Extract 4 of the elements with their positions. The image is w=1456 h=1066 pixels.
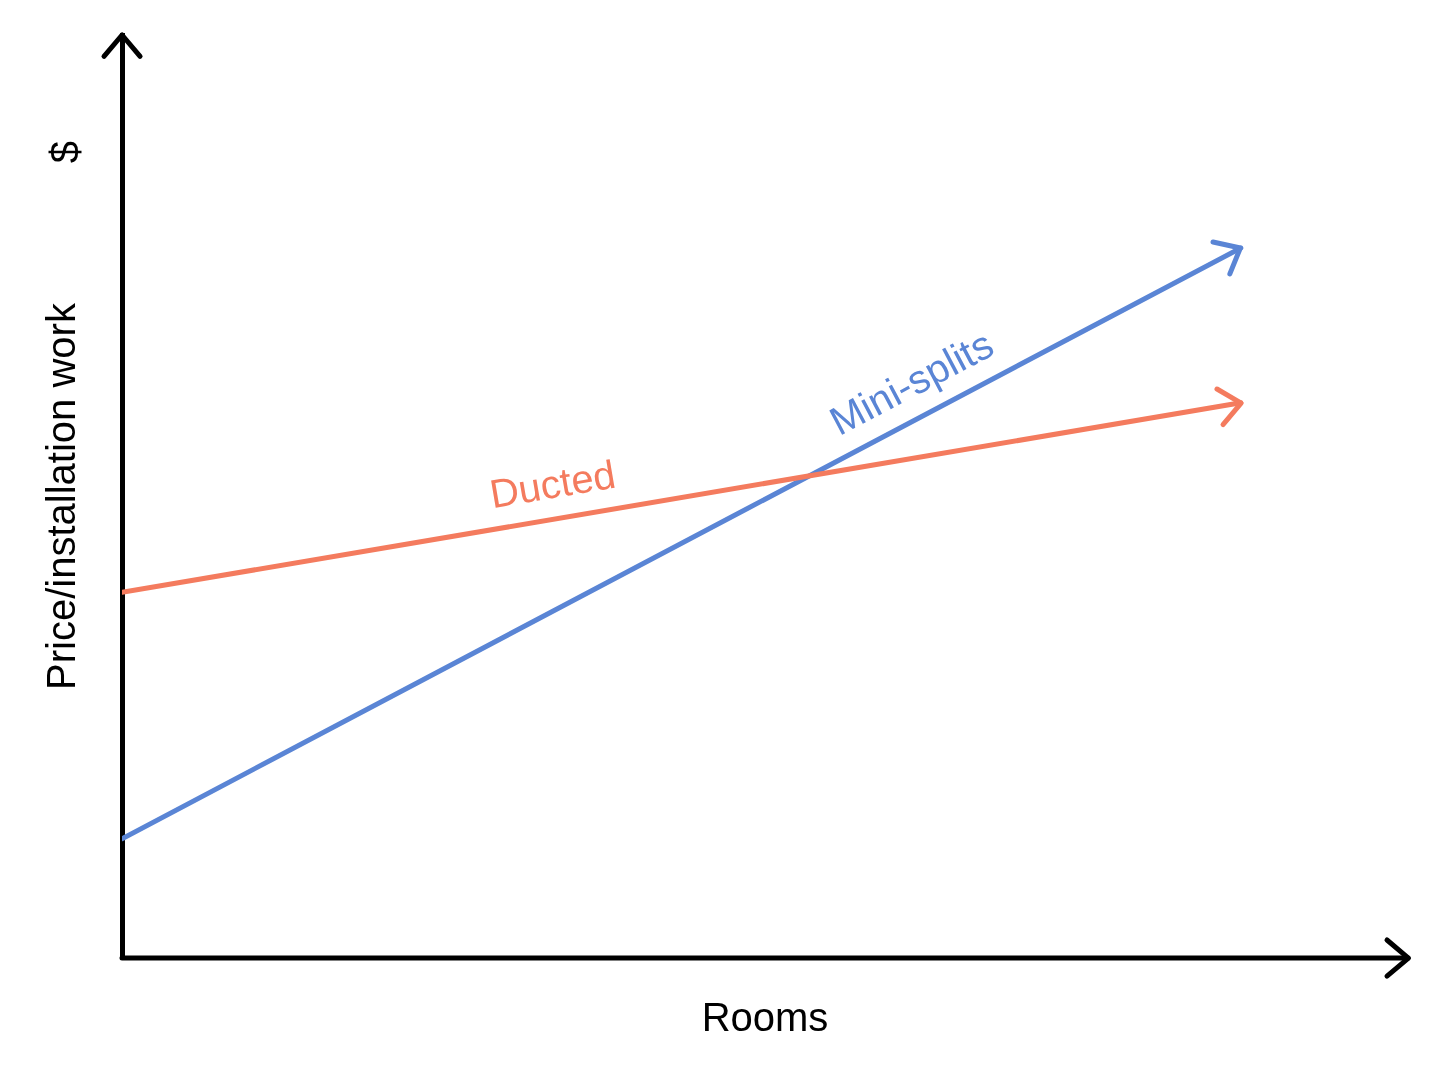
text: $ [43, 140, 88, 164]
x-axis-title: Rooms [701, 995, 829, 1040]
y-axis-title: Price/installation work [39, 302, 84, 690]
text: Ducted [486, 451, 619, 517]
